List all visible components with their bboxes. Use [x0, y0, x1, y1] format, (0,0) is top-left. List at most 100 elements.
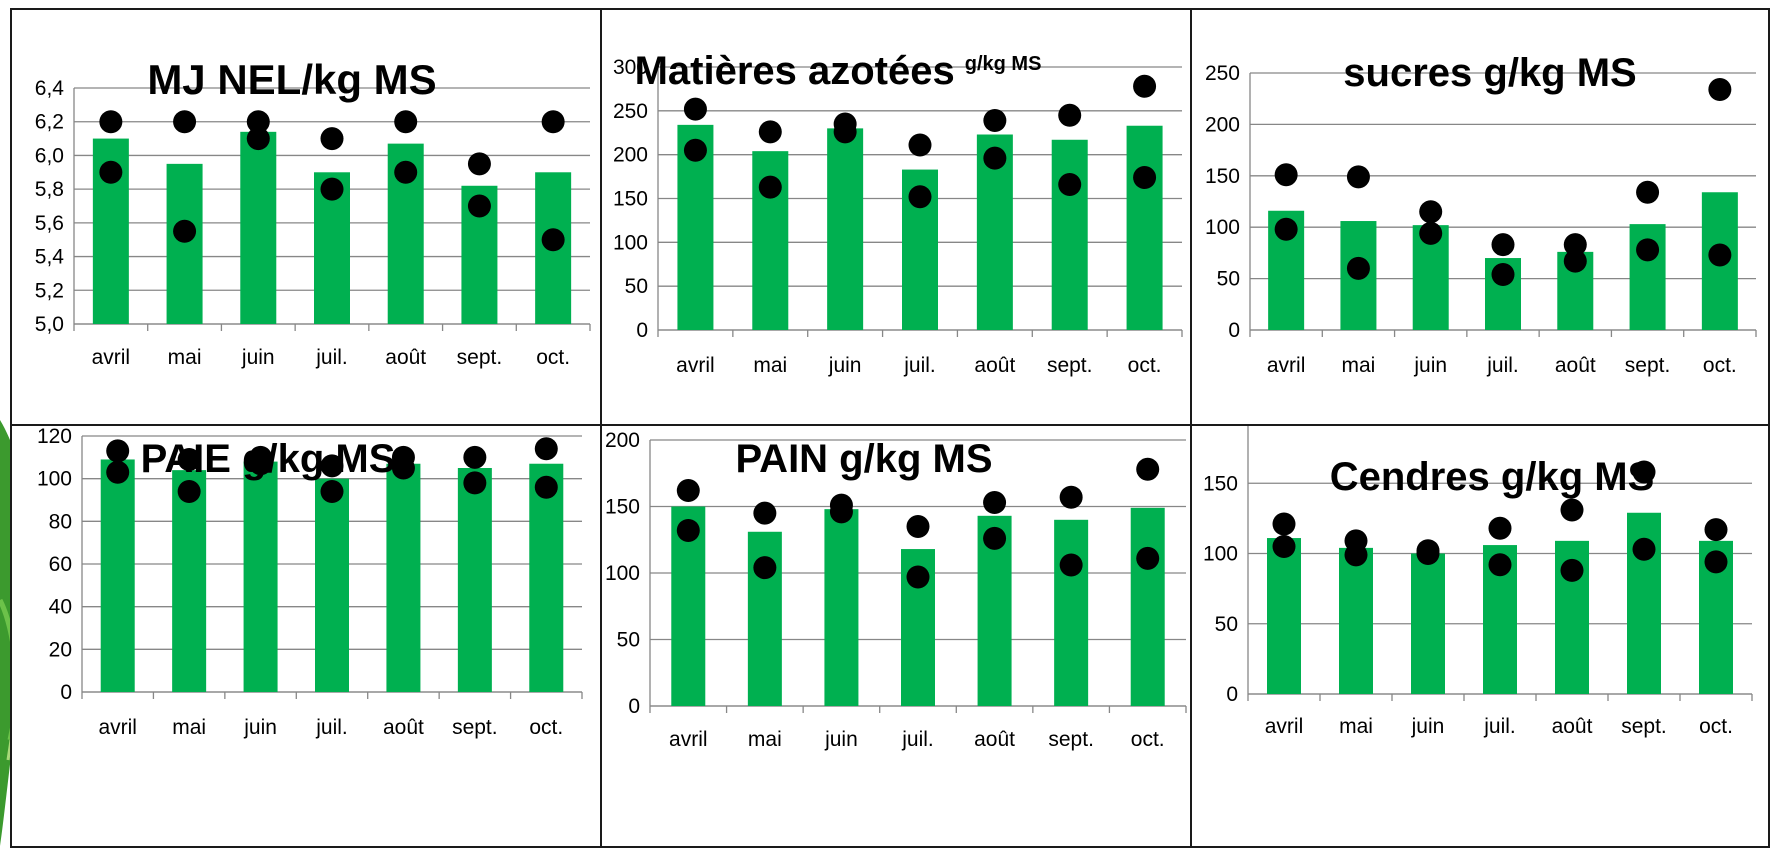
- y-tick-label: 6,2: [35, 111, 64, 134]
- data-point: [908, 185, 932, 209]
- bar: [1126, 125, 1163, 330]
- x-tick-label: juil.: [315, 346, 348, 369]
- data-point: [177, 447, 201, 471]
- y-tick-label: 80: [49, 510, 72, 533]
- data-point: [1419, 221, 1443, 245]
- data-point: [541, 228, 565, 252]
- bar: [827, 128, 864, 330]
- x-tick-label: mai: [172, 716, 206, 739]
- data-point: [758, 120, 782, 144]
- data-point: [908, 133, 932, 157]
- chart-cendres: 050100150200avrilmaijuinjuil.aoûtsept.oc…: [1203, 426, 1753, 738]
- y-tick-label: 50: [625, 275, 648, 298]
- bar: [1267, 538, 1301, 694]
- y-tick-label: 100: [605, 562, 640, 585]
- data-point: [173, 219, 197, 243]
- bar: [1339, 547, 1373, 694]
- x-tick-label: mai: [1342, 354, 1376, 377]
- chart-title-text: sucres g/kg MS: [1343, 51, 1636, 95]
- data-point: [463, 445, 487, 469]
- chart-title-text: Cendres g/kg MS: [1330, 455, 1655, 499]
- y-tick-label: 60: [49, 553, 72, 576]
- chart-title-text: MJ NEL/kg MS: [147, 56, 436, 103]
- data-point: [1488, 516, 1512, 540]
- chart-title-unit: g/kg MS: [965, 53, 1042, 75]
- chart-panel-paie: 0 20 40 60 80 100 120 avril mai juin juil. août sept…: [10, 424, 602, 848]
- chart-panel-cendres: 050100150200avrilmaijuinjuil.aoûtsept.oc…: [1190, 424, 1770, 848]
- chart-paie: 0 20 40 60 80 100 120 avril mai juin juil. août sept…: [37, 426, 583, 739]
- x-tick-label: mai: [168, 346, 202, 369]
- bar: [166, 163, 203, 324]
- data-point: [1346, 256, 1370, 280]
- data-point: [1274, 163, 1298, 187]
- y-tick-label: 5,8: [35, 178, 64, 201]
- y-tick-label: 250: [613, 100, 648, 123]
- bar: [529, 463, 564, 692]
- bar: [457, 468, 492, 692]
- x-tick-label: juin: [241, 346, 275, 369]
- data-point: [320, 479, 344, 503]
- data-point: [1560, 498, 1584, 522]
- data-point: [320, 454, 344, 478]
- x-tick-label: juin: [243, 716, 277, 739]
- x-tick-label: mai: [748, 728, 782, 751]
- data-point: [1708, 243, 1732, 267]
- x-tick-label: sept.: [1621, 715, 1667, 738]
- x-tick-label: juin: [1413, 354, 1447, 377]
- bar: [243, 461, 278, 692]
- y-tick-label: 150: [605, 496, 640, 519]
- data-point: [1563, 233, 1587, 257]
- data-point: [683, 97, 707, 121]
- data-point: [906, 565, 930, 589]
- y-tick-label: 5,4: [35, 246, 65, 269]
- y-tick-label: 5,0: [35, 313, 64, 336]
- x-tick-label: mai: [753, 354, 787, 377]
- data-point: [394, 110, 418, 134]
- data-point: [391, 456, 415, 480]
- bar: [824, 509, 859, 706]
- data-point: [394, 160, 418, 184]
- y-tick-label: 20: [49, 638, 72, 661]
- y-tick-label: 6,4: [35, 77, 65, 100]
- data-point: [1416, 542, 1440, 565]
- x-tick-label: oct.: [1131, 728, 1165, 751]
- x-tick-label: oct.: [1699, 715, 1733, 738]
- x-tick-label: mai: [1339, 715, 1373, 738]
- data-point: [467, 194, 491, 218]
- chart-matieres-azotees: 0 50 100 150 200 250 300 avril mai juin juil. août s…: [613, 49, 1183, 377]
- y-tick-label: 100: [37, 468, 72, 491]
- y-tick-label: 200: [613, 144, 648, 167]
- y-tick-label: 200: [1205, 113, 1240, 136]
- data-point: [833, 120, 857, 144]
- x-tick-label: avril: [92, 346, 131, 369]
- chart-title-text: PAIE g/kg MS: [141, 437, 396, 481]
- x-tick-label: août: [974, 354, 1015, 377]
- x-tick-label: avril: [676, 354, 715, 377]
- data-point: [320, 177, 344, 201]
- y-tick-label: 0: [628, 695, 640, 718]
- data-point: [1419, 200, 1443, 224]
- x-tick-label: sept.: [452, 716, 498, 739]
- x-tick-label: sept.: [1047, 354, 1093, 377]
- data-point: [983, 491, 1007, 515]
- bar: [1130, 507, 1165, 706]
- data-point: [1491, 233, 1515, 257]
- bar: [1411, 553, 1445, 694]
- data-point: [1059, 485, 1083, 509]
- data-point: [320, 127, 344, 151]
- chart-title-text: Matières azotées: [635, 49, 955, 93]
- y-tick-label: 150: [1203, 472, 1238, 495]
- x-tick-label: oct.: [536, 346, 570, 369]
- data-point: [1704, 518, 1728, 542]
- data-point: [534, 437, 558, 461]
- chart-title: Matières azotées g/kg MS: [635, 49, 1042, 93]
- bar: [1051, 139, 1088, 330]
- x-tick-label: sept.: [457, 346, 503, 369]
- data-point: [467, 152, 491, 176]
- chart-title: PAIN g/kg MS: [735, 437, 992, 481]
- data-point: [1272, 534, 1296, 558]
- x-tick-label: sept.: [1048, 728, 1094, 751]
- chart-title-text: PAIN g/kg MS: [735, 437, 992, 481]
- bar: [240, 131, 277, 324]
- data-point: [1704, 550, 1728, 574]
